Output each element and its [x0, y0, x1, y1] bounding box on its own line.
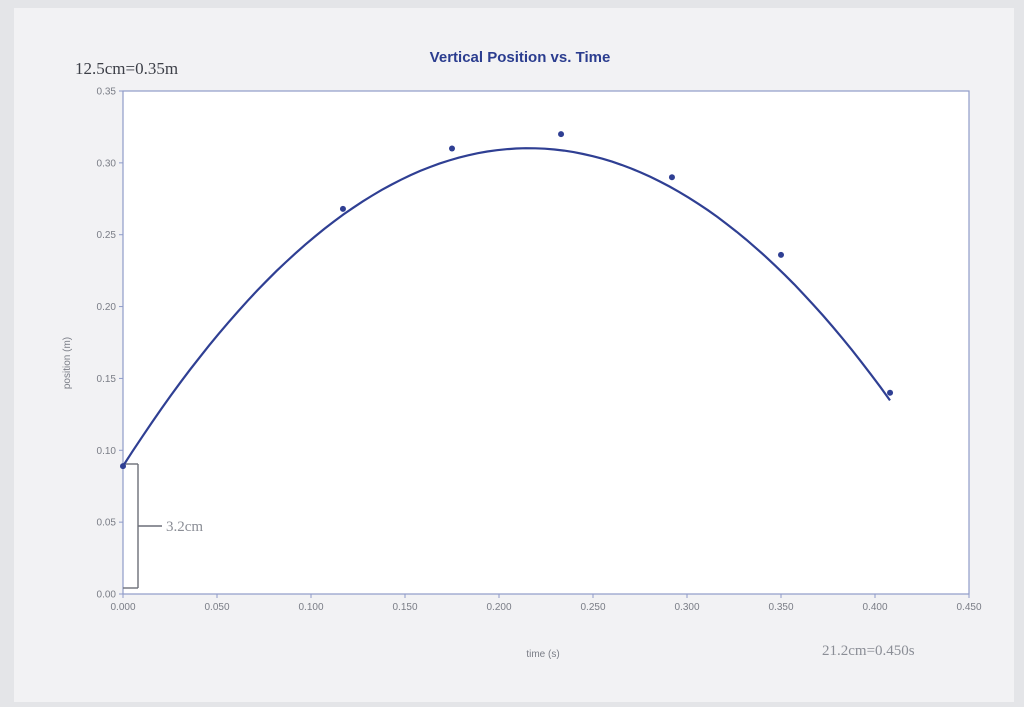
x-axis-ticks: 0.000 0.050 0.100 0.150 0.200 0.250 0.300 0.350… [110, 594, 982, 613]
x-tick-label: 0.450 [956, 602, 981, 613]
x-tick-label: 0.100 [298, 602, 323, 613]
x-tick-label: 0.150 [392, 602, 417, 613]
y-tick-label: 0.05 [97, 518, 117, 529]
x-tick-label: 0.000 [110, 602, 135, 613]
y-tick-label: 0.30 [97, 158, 117, 169]
data-point [120, 463, 126, 470]
x-tick-label: 0.200 [486, 602, 511, 613]
y-tick-label: 0.15 [97, 374, 117, 385]
chart-title: Vertical Position vs. Time [430, 49, 611, 66]
data-point [887, 389, 894, 396]
data-point [558, 131, 565, 138]
x-tick-label: 0.050 [204, 602, 229, 613]
y-tick-label: 0.00 [97, 590, 117, 601]
x-tick-label: 0.400 [862, 602, 887, 613]
data-point [668, 174, 675, 181]
fit-curve-line [122, 147, 891, 467]
y-tick-label: 0.25 [97, 230, 117, 241]
annotation-offset: 3.2cm [166, 519, 203, 535]
y-tick-label: 0.35 [97, 87, 117, 98]
data-point [449, 145, 455, 152]
y-axis-ticks: 0.00 0.05 0.10 0.15 0.20 0.25 0.30 0.35 [97, 87, 123, 601]
data-point [339, 205, 346, 212]
y-tick-label: 0.10 [97, 446, 117, 457]
y-axis-label: position (m) [62, 337, 73, 389]
data-points [120, 131, 894, 470]
x-tick-label: 0.300 [674, 602, 699, 613]
annotation-scale-y: 12.5cm=0.35m [75, 59, 178, 78]
x-axis-label: time (s) [526, 649, 559, 660]
annotation-scale-x: 21.2cm=0.450s [822, 643, 915, 659]
plot-area [122, 90, 970, 595]
x-tick-label: 0.250 [580, 602, 605, 613]
y-tick-label: 0.20 [97, 302, 117, 313]
x-tick-label: 0.350 [768, 602, 793, 613]
data-point [778, 251, 784, 258]
